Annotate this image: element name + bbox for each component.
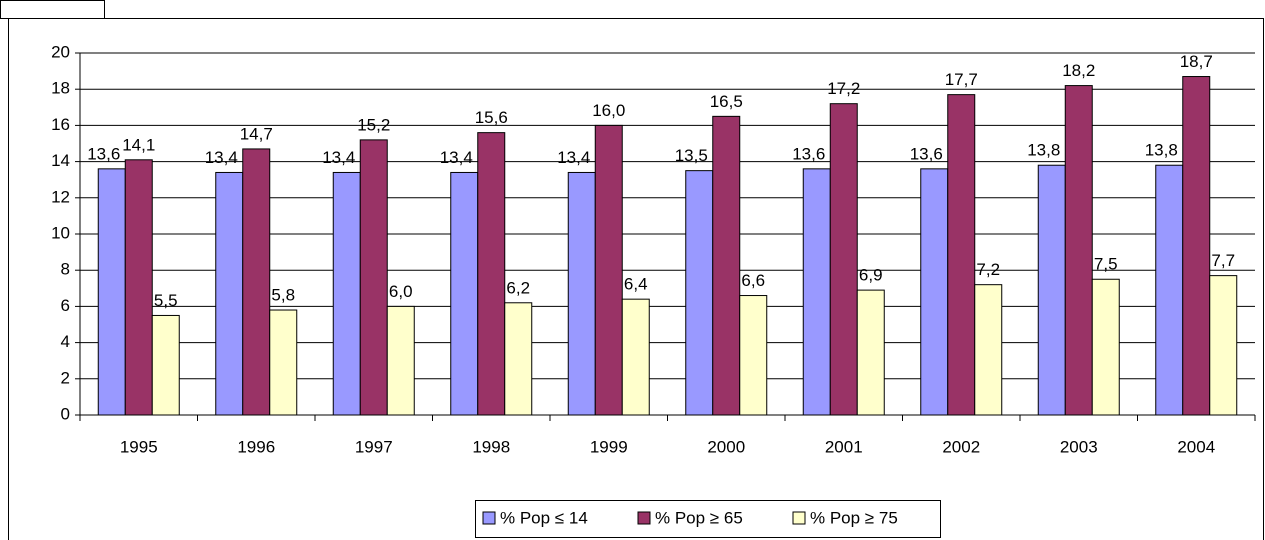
bar — [802, 168, 831, 416]
y-tick-label: 0 — [61, 404, 70, 423]
legend-label: % Pop ≥ 65 — [655, 508, 743, 527]
bar — [947, 94, 976, 416]
value-label: 6,9 — [859, 266, 883, 285]
bar — [477, 132, 506, 416]
value-label: 13,4 — [440, 148, 473, 167]
bar — [1155, 164, 1184, 416]
bar — [685, 170, 714, 416]
value-label: 7,7 — [1211, 251, 1235, 270]
legend-swatch — [792, 511, 806, 525]
value-label: 13,5 — [675, 146, 708, 165]
bar — [124, 159, 153, 416]
value-label: 15,6 — [475, 108, 508, 127]
y-tick-label: 12 — [51, 187, 70, 206]
bar — [332, 171, 361, 416]
value-label: 13,8 — [1027, 141, 1060, 160]
x-tick-label: 2000 — [707, 437, 745, 456]
value-label: 13,4 — [557, 148, 590, 167]
y-tick-label: 10 — [51, 223, 70, 242]
bar — [151, 314, 180, 416]
label-box — [0, 0, 105, 19]
y-tick-label: 4 — [61, 332, 70, 351]
y-tick-label: 2 — [61, 368, 70, 387]
x-tick-label: 2004 — [1177, 437, 1215, 456]
bar — [215, 171, 244, 416]
bar — [920, 168, 949, 416]
bar — [567, 171, 596, 416]
value-label: 6,6 — [741, 271, 765, 290]
x-tick-label: 2003 — [1060, 437, 1098, 456]
bar — [856, 289, 885, 416]
chart-border — [8, 18, 1264, 540]
bar — [450, 171, 479, 416]
bar — [386, 305, 415, 416]
x-tick-label: 2001 — [825, 437, 863, 456]
x-tick-label: 1997 — [355, 437, 393, 456]
bar — [829, 103, 858, 416]
bar — [1209, 275, 1238, 416]
y-tick-label: 6 — [61, 296, 70, 315]
legend-swatch — [482, 511, 496, 525]
value-label: 13,4 — [322, 148, 355, 167]
bar — [242, 148, 271, 416]
value-label: 18,2 — [1062, 61, 1095, 80]
value-label: 6,0 — [389, 282, 413, 301]
bar — [712, 115, 741, 416]
bar — [1037, 164, 1066, 416]
x-tick-label: 1999 — [590, 437, 628, 456]
value-label: 17,2 — [827, 79, 860, 98]
y-tick-label: 18 — [51, 79, 70, 98]
bar — [504, 302, 533, 416]
value-label: 14,7 — [240, 124, 273, 143]
legend-box — [475, 500, 941, 538]
bar — [1091, 278, 1120, 416]
y-tick-label: 14 — [51, 151, 70, 170]
value-label: 7,5 — [1094, 255, 1118, 274]
value-label: 15,2 — [357, 115, 390, 134]
value-label: 13,6 — [910, 144, 943, 163]
value-label: 14,1 — [122, 135, 155, 154]
x-tick-label: 1998 — [472, 437, 510, 456]
legend-label: % Pop ≥ 75 — [810, 508, 898, 527]
value-label: 18,7 — [1180, 52, 1213, 71]
y-tick-label: 20 — [51, 42, 70, 61]
value-label: 13,4 — [205, 148, 238, 167]
value-label: 16,0 — [592, 101, 625, 120]
bar — [739, 295, 768, 416]
bar — [621, 298, 650, 416]
bar — [269, 309, 298, 416]
value-label: 6,2 — [506, 278, 530, 297]
value-label: 13,6 — [792, 144, 825, 163]
x-tick-label: 2002 — [942, 437, 980, 456]
value-label: 17,7 — [945, 70, 978, 89]
x-tick-label: 1995 — [120, 437, 158, 456]
bar — [1064, 85, 1093, 416]
legend-label: % Pop ≤ 14 — [500, 508, 588, 527]
bar — [974, 284, 1003, 416]
value-label: 13,8 — [1145, 141, 1178, 160]
value-label: 7,2 — [976, 260, 1000, 279]
legend-swatch — [637, 511, 651, 525]
bar — [97, 168, 126, 416]
bar — [1182, 76, 1211, 416]
value-label: 6,4 — [624, 275, 648, 294]
value-label: 5,5 — [154, 291, 178, 310]
value-label: 5,8 — [271, 286, 295, 305]
value-label: 16,5 — [710, 92, 743, 111]
y-tick-label: 8 — [61, 260, 70, 279]
bar — [594, 124, 623, 416]
value-label: 13,6 — [87, 144, 120, 163]
bar — [359, 139, 388, 416]
y-tick-label: 16 — [51, 115, 70, 134]
x-tick-label: 1996 — [237, 437, 275, 456]
